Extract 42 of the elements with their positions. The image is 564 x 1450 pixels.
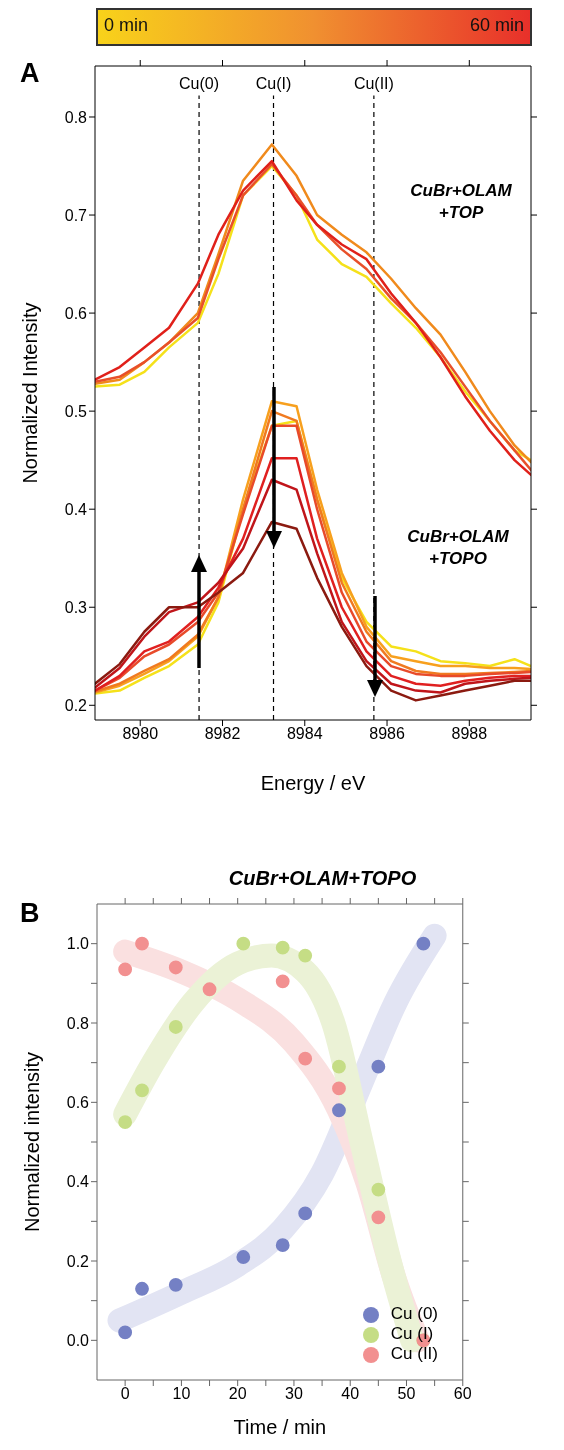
- y-tick-label: 0.4: [66, 1173, 90, 1191]
- y-tick-label: 0.6: [66, 1094, 90, 1112]
- y-tick-label: 1.0: [66, 935, 90, 953]
- x-tick-label: 20: [228, 1385, 247, 1403]
- text: A: [20, 58, 40, 89]
- legend-label: Cu (0): [390, 1304, 438, 1323]
- x-tick-label: 0: [120, 1385, 130, 1403]
- x-tick-label: 30: [285, 1385, 303, 1403]
- x-tick-label: 10: [172, 1385, 191, 1403]
- x-tick-label: 60: [453, 1385, 472, 1403]
- annotation: CuBr+OLAM +TOPO: [406, 526, 510, 570]
- y-tick-label: 0.8: [66, 1014, 90, 1032]
- color-bar-label: 60 min: [468, 15, 525, 36]
- color-bar-label: 0 min: [103, 15, 149, 36]
- y-tick-label: 0.5: [64, 402, 88, 420]
- y-tick-label: 0.8: [64, 108, 88, 126]
- y-tick-label: 0.7: [64, 206, 88, 224]
- y-axis-title: Normalized Intensity: [19, 302, 42, 484]
- legend-label: Cu (I): [390, 1324, 434, 1343]
- x-axis-title: Time / min: [233, 1416, 327, 1438]
- y-tick-label: 0.4: [64, 500, 88, 518]
- x-axis-title: Energy / eV: [260, 772, 366, 794]
- y-tick-label: 0.2: [66, 1252, 90, 1270]
- y-tick-label: 0.6: [64, 304, 88, 322]
- ref-line-label: Cu(0): [179, 75, 220, 93]
- x-tick-label: 8986: [369, 725, 405, 743]
- ref-line-label: Cu(II): [353, 75, 394, 93]
- y-tick-label: 0.3: [64, 598, 88, 616]
- x-tick-label: 8980: [122, 725, 159, 743]
- x-tick-label: 40: [341, 1385, 360, 1403]
- legend-label: Cu (II): [390, 1344, 438, 1363]
- annotation: CuBr+OLAM +TOP: [409, 180, 513, 224]
- x-tick-label: 8982: [204, 725, 241, 743]
- x-tick-label: 50: [397, 1385, 416, 1403]
- y-tick-label: 0.0: [66, 1332, 90, 1350]
- y-axis-title: Normalized intensity: [21, 1051, 44, 1233]
- x-tick-label: 8988: [451, 725, 488, 743]
- y-tick-label: 0.2: [64, 696, 88, 714]
- ref-line-label: Cu(I): [255, 75, 292, 93]
- chart-title: CuBr+OLAM+TOPO: [227, 867, 418, 890]
- text: B: [20, 898, 40, 929]
- x-tick-label: 8984: [286, 725, 323, 743]
